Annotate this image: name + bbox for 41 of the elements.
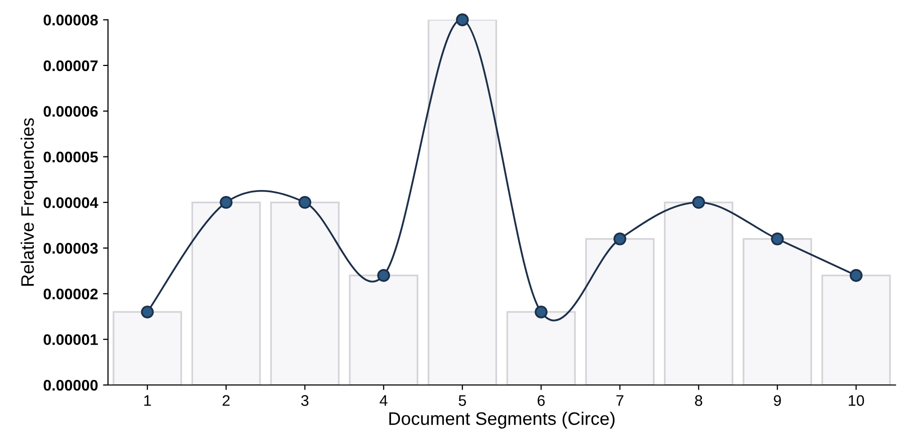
x-tick-label: 8 [695, 395, 702, 406]
x-tick-label: 9 [774, 395, 781, 406]
bar [585, 238, 655, 385]
point [534, 306, 548, 318]
point [298, 196, 312, 209]
bar [348, 274, 418, 385]
y-tick-label: 0.00001 [44, 334, 98, 346]
point [850, 269, 863, 282]
bar [821, 274, 891, 385]
point [692, 196, 706, 209]
y-tick-label: 0.00000 [44, 380, 98, 391]
point [770, 232, 784, 246]
x-tick-label: 1 [144, 395, 151, 406]
y-axis-title: Relative Frequencies [20, 118, 38, 286]
point [456, 13, 469, 26]
y-tick-label: 0.00007 [44, 60, 98, 72]
point [613, 232, 626, 246]
x-axis-title: Document Segments (Circe) [389, 412, 615, 429]
y-tick-label: 0.00002 [44, 288, 98, 300]
point [220, 196, 233, 209]
bar [664, 202, 734, 385]
y-tick-label: 0.00006 [44, 106, 98, 117]
x-tick-label: 7 [616, 395, 624, 406]
y-tick-label: 0.00003 [44, 242, 98, 254]
bar [506, 311, 576, 385]
bar [112, 311, 182, 385]
point [140, 306, 154, 318]
x-tick-label: 10 [848, 395, 864, 406]
bar [270, 202, 340, 385]
x-tick-label: 5 [458, 395, 466, 406]
bar [428, 20, 498, 385]
x-tick-label: 3 [301, 395, 308, 406]
x-tick-label: 4 [380, 395, 388, 406]
y-tick-label: 0.00008 [44, 14, 98, 26]
point [377, 269, 390, 282]
bar [191, 202, 261, 385]
y-tick-label: 0.00005 [44, 152, 98, 162]
x-tick-label: 6 [538, 395, 545, 406]
bar [742, 238, 812, 385]
x-tick-label: 2 [222, 395, 230, 406]
y-tick-label: 0.00004 [44, 197, 98, 208]
